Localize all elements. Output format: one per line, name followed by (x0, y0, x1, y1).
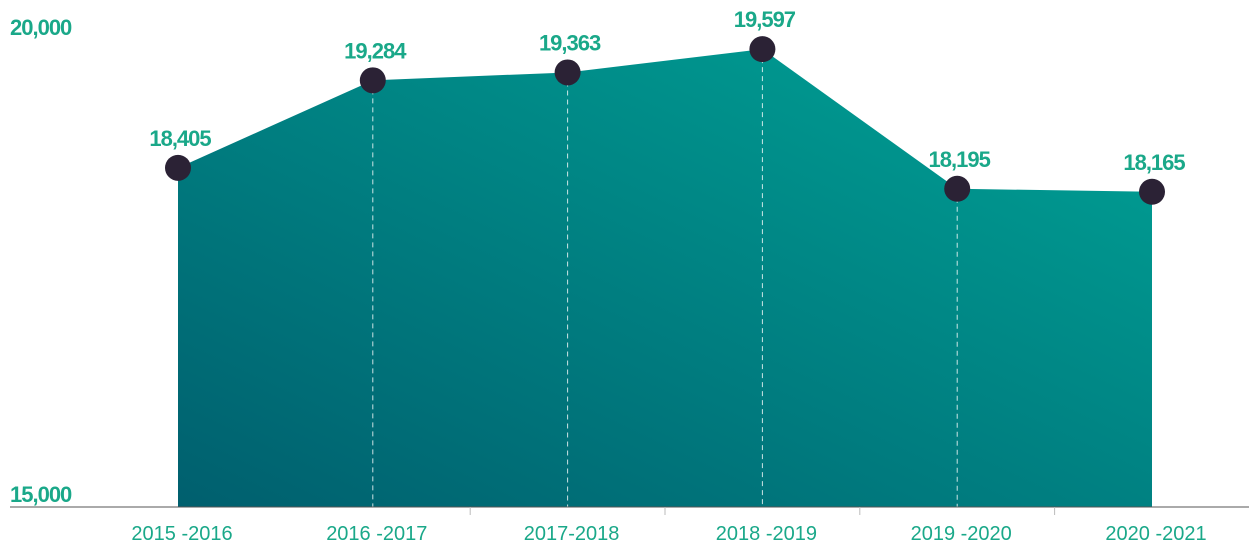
x-tick-label: 2017-2018 (524, 523, 620, 545)
point (1139, 178, 1165, 205)
point (749, 36, 776, 63)
value-label: 19,284 (344, 38, 407, 63)
value-label: 18,195 (929, 147, 991, 172)
point (944, 175, 971, 202)
x-tick-label: 2016 -2017 (326, 523, 427, 545)
value-label: 18,405 (149, 126, 211, 151)
point (165, 154, 191, 181)
area (178, 49, 1152, 508)
y-tick-label: 15,000 (10, 482, 72, 507)
x-tick-label: 2018 -2019 (716, 523, 817, 545)
value-label: 18,165 (1123, 150, 1185, 175)
y-tick-label: 20,000 (10, 15, 72, 40)
x-tick-label: 2015 -2016 (131, 523, 232, 545)
point (359, 67, 386, 94)
value-label: 19,363 (539, 30, 601, 55)
point (554, 59, 581, 86)
x-tick-label: 2019 -2020 (911, 523, 1012, 545)
x-tick-label: 2020 -2021 (1105, 523, 1206, 545)
value-label: 19,597 (734, 7, 796, 32)
